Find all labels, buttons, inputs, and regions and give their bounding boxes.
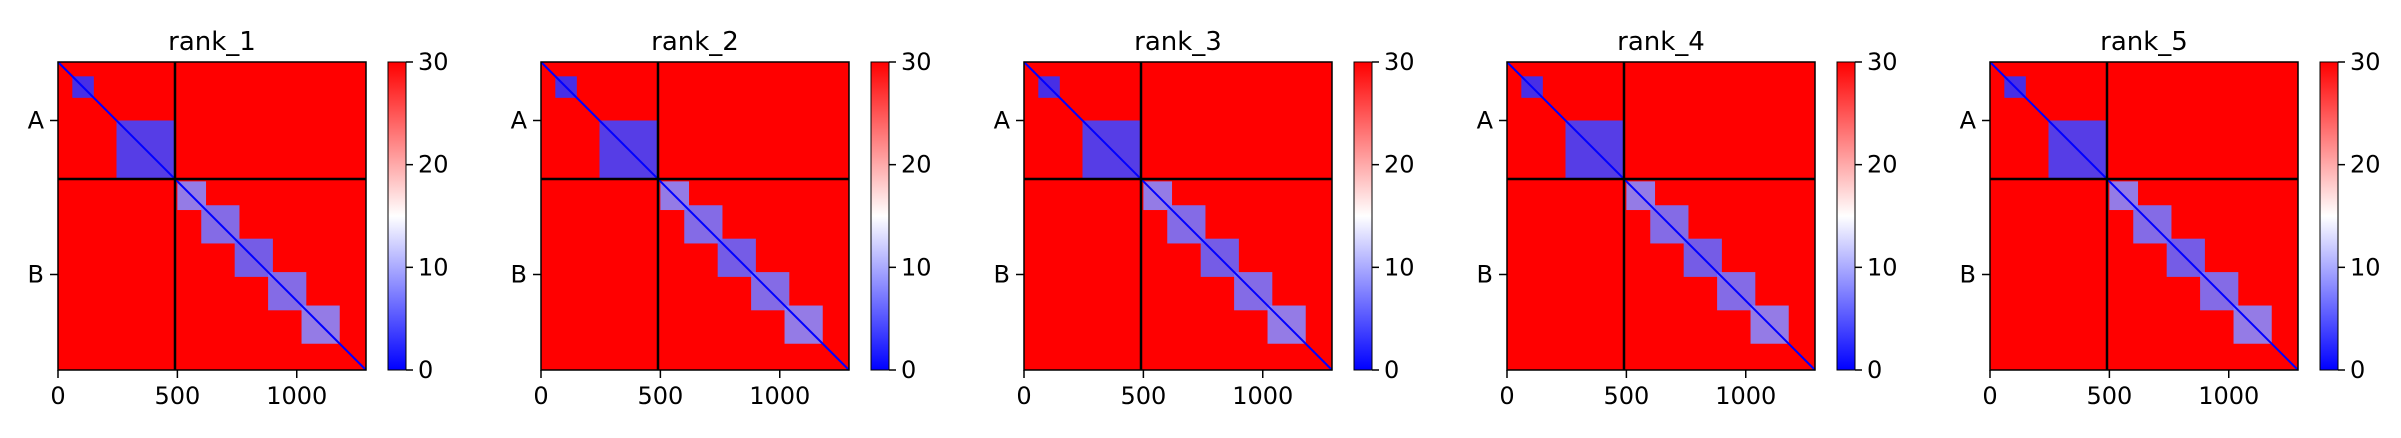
chain-label: A [1960,106,1977,134]
x-tick-label: 1000 [1232,382,1293,410]
colorbar-tick-label: 10 [418,253,449,281]
x-tick-label: 1000 [2198,382,2259,410]
chain-label: A [511,106,528,134]
chain-label: A [28,106,45,134]
colorbar-tick-label: 20 [2350,151,2381,179]
colorbar-tick-label: 0 [2350,356,2365,384]
x-tick-label: 500 [154,382,200,410]
colorbar-tick-label: 0 [901,356,916,384]
colorbar-tick-label: 20 [1384,151,1415,179]
colorbar-tick-label: 0 [1867,356,1882,384]
colorbar-tick-label: 30 [1867,48,1898,76]
colorbar-tick-label: 10 [2350,253,2381,281]
colorbar-tick-label: 0 [418,356,433,384]
colorbar-tick-label: 10 [1384,253,1415,281]
heatmap-diagonal [57,61,367,371]
x-tick-label: 1000 [1715,382,1776,410]
panel-title: rank_4 [1617,27,1705,57]
x-tick-label: 0 [533,382,548,410]
colorbar [870,61,890,371]
colorbar-tick-label: 20 [1867,151,1898,179]
colorbar [1836,61,1856,371]
x-tick-label: 500 [2086,382,2132,410]
x-tick-label: 1000 [749,382,810,410]
x-tick-label: 0 [1016,382,1031,410]
pae-panel-4: rank_4 A B 0 500 1000 0 10 20 30 [1477,27,1898,410]
chain-label: B [994,260,1010,288]
x-tick-label: 1000 [266,382,327,410]
plot-frame [1506,61,1816,371]
colorbar-tick-label: 30 [2350,48,2381,76]
colorbar-tick-label: 30 [418,48,449,76]
colorbar-tick-label: 10 [1867,253,1898,281]
panel-title: rank_5 [2100,27,2188,57]
pae-panel-1: rank_1 A B 0 500 1000 0 10 20 30 [28,27,449,410]
pae-panel-3: rank_3 A B 0 500 1000 0 10 20 30 [994,27,1415,410]
colorbar [2319,61,2339,371]
x-tick-label: 0 [1982,382,1997,410]
plot-frame [1023,61,1333,371]
x-tick-label: 500 [637,382,683,410]
x-tick-label: 0 [1499,382,1514,410]
heatmap-diagonal [1989,61,2299,371]
x-tick-label: 0 [50,382,65,410]
colorbar [1353,61,1373,371]
colorbar-tick-label: 30 [901,48,932,76]
chain-label: B [1960,260,1976,288]
heatmap-diagonal [1023,61,1333,371]
colorbar-tick-label: 10 [901,253,932,281]
panel-title: rank_3 [1134,27,1222,57]
x-tick-label: 500 [1120,382,1166,410]
panel-title: rank_2 [651,27,739,57]
colorbar-tick-label: 20 [901,151,932,179]
colorbar [387,61,407,371]
chain-label: B [28,260,44,288]
colorbar-tick-label: 30 [1384,48,1415,76]
colorbar-tick-label: 20 [418,151,449,179]
colorbar-tick-label: 0 [1384,356,1399,384]
pae-panel-2: rank_2 A B 0 500 1000 0 10 20 30 [511,27,932,410]
plot-frame [1989,61,2299,371]
chain-label: B [511,260,527,288]
chain-label: B [1477,260,1493,288]
heatmap-diagonal [540,61,850,371]
heatmap-diagonal [1506,61,1816,371]
chain-label: A [1477,106,1494,134]
pae-panel-5: rank_5 A B 0 500 1000 0 10 20 30 [1960,27,2381,410]
chain-label: A [994,106,1011,134]
plot-frame [57,61,367,371]
x-tick-label: 500 [1603,382,1649,410]
plot-frame [540,61,850,371]
panel-title: rank_1 [168,27,256,57]
